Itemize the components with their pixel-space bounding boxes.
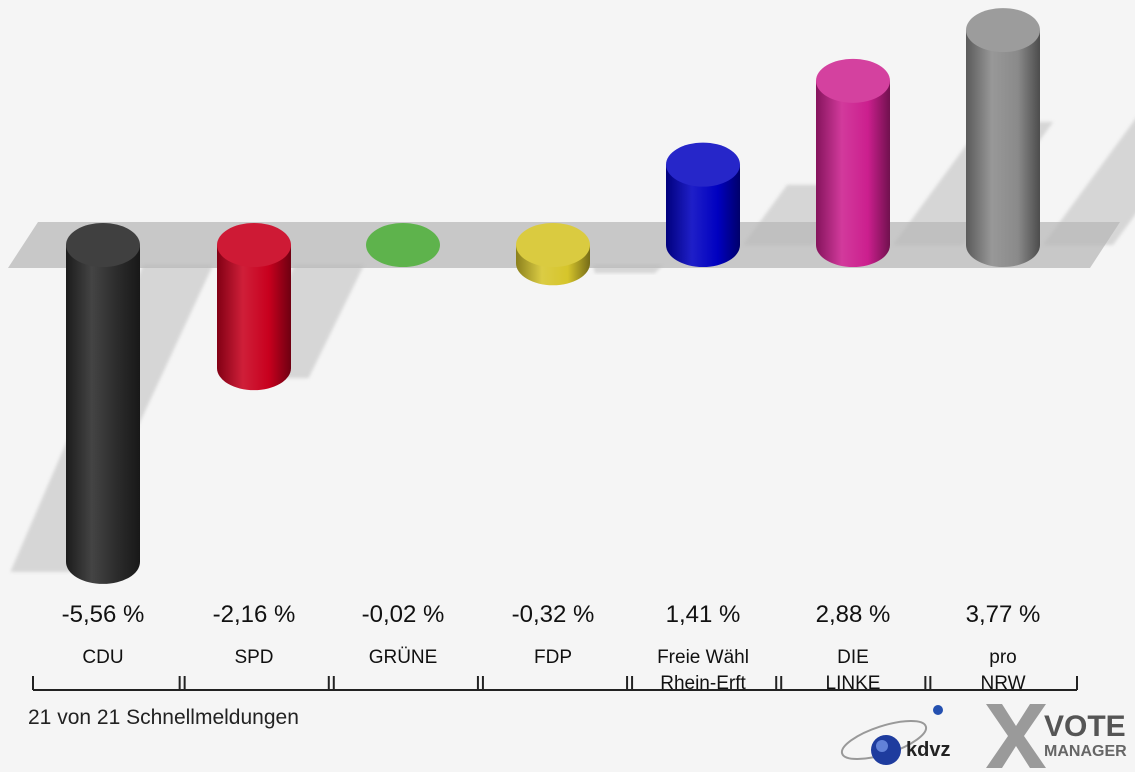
bar-body: [966, 30, 1040, 267]
vote-manager-logo: VOTE MANAGER: [986, 704, 1127, 768]
bar-cap: [966, 8, 1040, 53]
kdvz-logo: kdvz: [840, 705, 950, 765]
bars: [66, 8, 1040, 584]
bar: [217, 223, 291, 391]
bar-cap: [217, 223, 291, 267]
bar: [366, 223, 440, 267]
category-label: Freie Wähl: [657, 647, 749, 668]
value-labels: -5,56 % -2,16 % -0,02 % -0,32 % 1,41 % 2,88 %…: [62, 601, 1041, 628]
value-label: 3,77 %: [966, 601, 1041, 628]
value-label: -5,56 %: [62, 601, 145, 628]
bar-body: [666, 164, 740, 267]
bar: [66, 223, 140, 584]
value-label: 2,88 %: [816, 601, 891, 628]
kdvz-text: kdvz: [906, 739, 950, 761]
bar-body: [816, 80, 890, 267]
category-label: SPD: [234, 647, 273, 668]
bar: [666, 142, 740, 267]
bar-chart: -5,56 % -2,16 % -0,02 % -0,32 % 1,41 % 2,88 %…: [8, 8, 1135, 694]
bar-cap: [516, 223, 590, 267]
bar: [516, 223, 590, 286]
bar-body: [66, 245, 140, 584]
category-brackets: [32, 676, 1078, 691]
bar: [966, 8, 1040, 267]
category-label: GRÜNE: [369, 647, 438, 668]
bar: [816, 58, 890, 267]
category-label: Rhein-Erft: [660, 673, 746, 694]
category-label: LINKE: [826, 673, 881, 694]
value-label: -2,16 %: [213, 601, 296, 628]
bar-body: [217, 245, 291, 391]
bar-cap: [366, 223, 440, 267]
value-label: 1,41 %: [666, 601, 741, 628]
bar-cap: [66, 223, 140, 267]
category-label: FDP: [534, 647, 572, 668]
logos: kdvz VOTE MANAGER: [840, 704, 1127, 768]
category-label: CDU: [82, 647, 123, 668]
status-text: 21 von 21 Schnellmeldungen: [28, 706, 299, 729]
bar-cap: [666, 142, 740, 187]
category-label: NRW: [980, 673, 1025, 694]
bar-shadow: [1043, 119, 1135, 245]
manager-text: MANAGER: [1044, 743, 1127, 760]
category-labels: CDU SPD GRÜNE FDP Freie Wähl Rhein-Erft DIE LIN…: [82, 647, 1025, 694]
category-label: DIE: [837, 647, 869, 668]
value-label: -0,02 %: [362, 601, 445, 628]
bar-cap: [816, 58, 890, 103]
vote-text: VOTE: [1044, 710, 1126, 743]
category-label: pro: [989, 647, 1016, 668]
value-label: -0,32 %: [512, 601, 595, 628]
